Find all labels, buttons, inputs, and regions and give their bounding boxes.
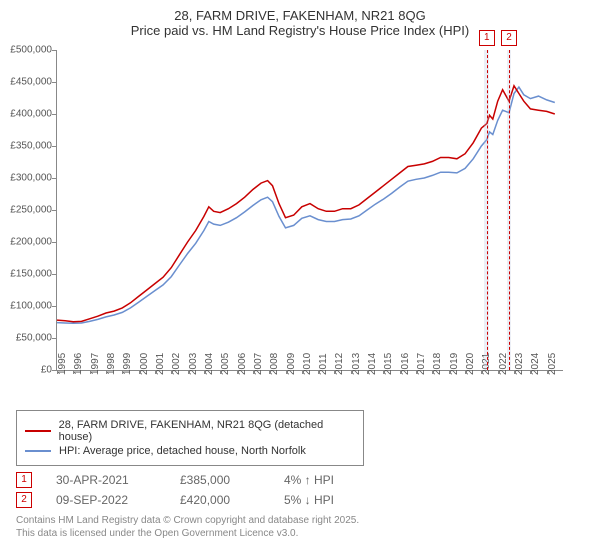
marker-price: £385,000 (180, 473, 260, 487)
marker-delta: 4% ↑ HPI (284, 473, 334, 487)
marker-flag: 1 (479, 30, 495, 46)
y-tick-label: £300,000 (8, 173, 52, 184)
plot-area: 1995199619971998199920002001200220032004… (56, 50, 563, 371)
legend-box: 28, FARM DRIVE, FAKENHAM, NR21 8QG (deta… (16, 410, 364, 466)
y-tick-label: £500,000 (8, 45, 52, 56)
x-tick-label: 2001 (155, 353, 166, 375)
marker-delta: 5% ↓ HPI (284, 493, 334, 507)
x-tick-label: 2007 (253, 353, 264, 375)
x-tick-label: 2019 (449, 353, 460, 375)
legend-item: HPI: Average price, detached house, Nort… (25, 445, 355, 457)
x-tick-label: 2023 (514, 353, 525, 375)
marker-flag: 2 (501, 30, 517, 46)
legend-swatch (25, 430, 51, 432)
x-tick-label: 2000 (139, 353, 150, 375)
marker-detail-row: 2 09-SEP-2022 £420,000 5% ↓ HPI (16, 492, 584, 508)
x-tick-label: 2005 (220, 353, 231, 375)
marker-price: £420,000 (180, 493, 260, 507)
chart-container: £0 £50,000 £100,000 £150,000 £200,000 £250,00… (8, 44, 568, 404)
y-tick-label: £100,000 (8, 301, 52, 312)
x-tick-label: 2024 (530, 353, 541, 375)
y-tick-label: £150,000 (8, 269, 52, 280)
marker-id-box: 2 (16, 492, 32, 508)
y-tick-label: £250,000 (8, 205, 52, 216)
x-tick-label: 2006 (237, 353, 248, 375)
x-tick-label: 1996 (73, 353, 84, 375)
marker-date: 30-APR-2021 (56, 473, 156, 487)
x-tick-label: 2010 (302, 353, 313, 375)
x-tick-label: 2003 (188, 353, 199, 375)
y-tick-label: £200,000 (8, 237, 52, 248)
legend-label: HPI: Average price, detached house, Nort… (59, 445, 306, 457)
x-tick-label: 1998 (106, 353, 117, 375)
x-tick-label: 2018 (432, 353, 443, 375)
x-tick-label: 2004 (204, 353, 215, 375)
x-tick-label: 1997 (90, 353, 101, 375)
x-tick-label: 1995 (57, 353, 68, 375)
x-tick-label: 1999 (122, 353, 133, 375)
legend-swatch (25, 450, 51, 452)
y-tick-label: £450,000 (8, 77, 52, 88)
x-tick-label: 2012 (334, 353, 345, 375)
title-address: 28, FARM DRIVE, FAKENHAM, NR21 8QG (8, 8, 592, 23)
footer-line2: This data is licensed under the Open Gov… (16, 527, 584, 540)
marker-details-table: 1 30-APR-2021 £385,000 4% ↑ HPI 2 09-SEP-2022… (16, 472, 584, 508)
x-tick-label: 2008 (269, 353, 280, 375)
x-tick-label: 2017 (416, 353, 427, 375)
x-tick-label: 2016 (400, 353, 411, 375)
x-tick-label: 2009 (286, 353, 297, 375)
legend-item: 28, FARM DRIVE, FAKENHAM, NR21 8QG (deta… (25, 419, 355, 443)
x-tick-label: 2025 (547, 353, 558, 375)
marker-date: 09-SEP-2022 (56, 493, 156, 507)
x-tick-label: 2011 (318, 353, 329, 375)
y-tick-label: £400,000 (8, 109, 52, 120)
x-tick-label: 2020 (465, 353, 476, 375)
marker-id-box: 1 (16, 472, 32, 488)
series-price_paid (57, 86, 555, 322)
footer-attribution: Contains HM Land Registry data © Crown c… (16, 514, 584, 540)
marker-line (509, 50, 510, 370)
legend-label: 28, FARM DRIVE, FAKENHAM, NR21 8QG (deta… (59, 419, 355, 443)
y-tick-label: £50,000 (8, 333, 52, 344)
x-tick-label: 2013 (351, 353, 362, 375)
x-tick-label: 2002 (171, 353, 182, 375)
y-tick-label: £350,000 (8, 141, 52, 152)
footer-line1: Contains HM Land Registry data © Crown c… (16, 514, 584, 527)
marker-detail-row: 1 30-APR-2021 £385,000 4% ↑ HPI (16, 472, 584, 488)
x-tick-label: 2015 (383, 353, 394, 375)
x-tick-label: 2014 (367, 353, 378, 375)
marker-line (487, 50, 488, 370)
y-tick-label: £0 (8, 365, 52, 376)
